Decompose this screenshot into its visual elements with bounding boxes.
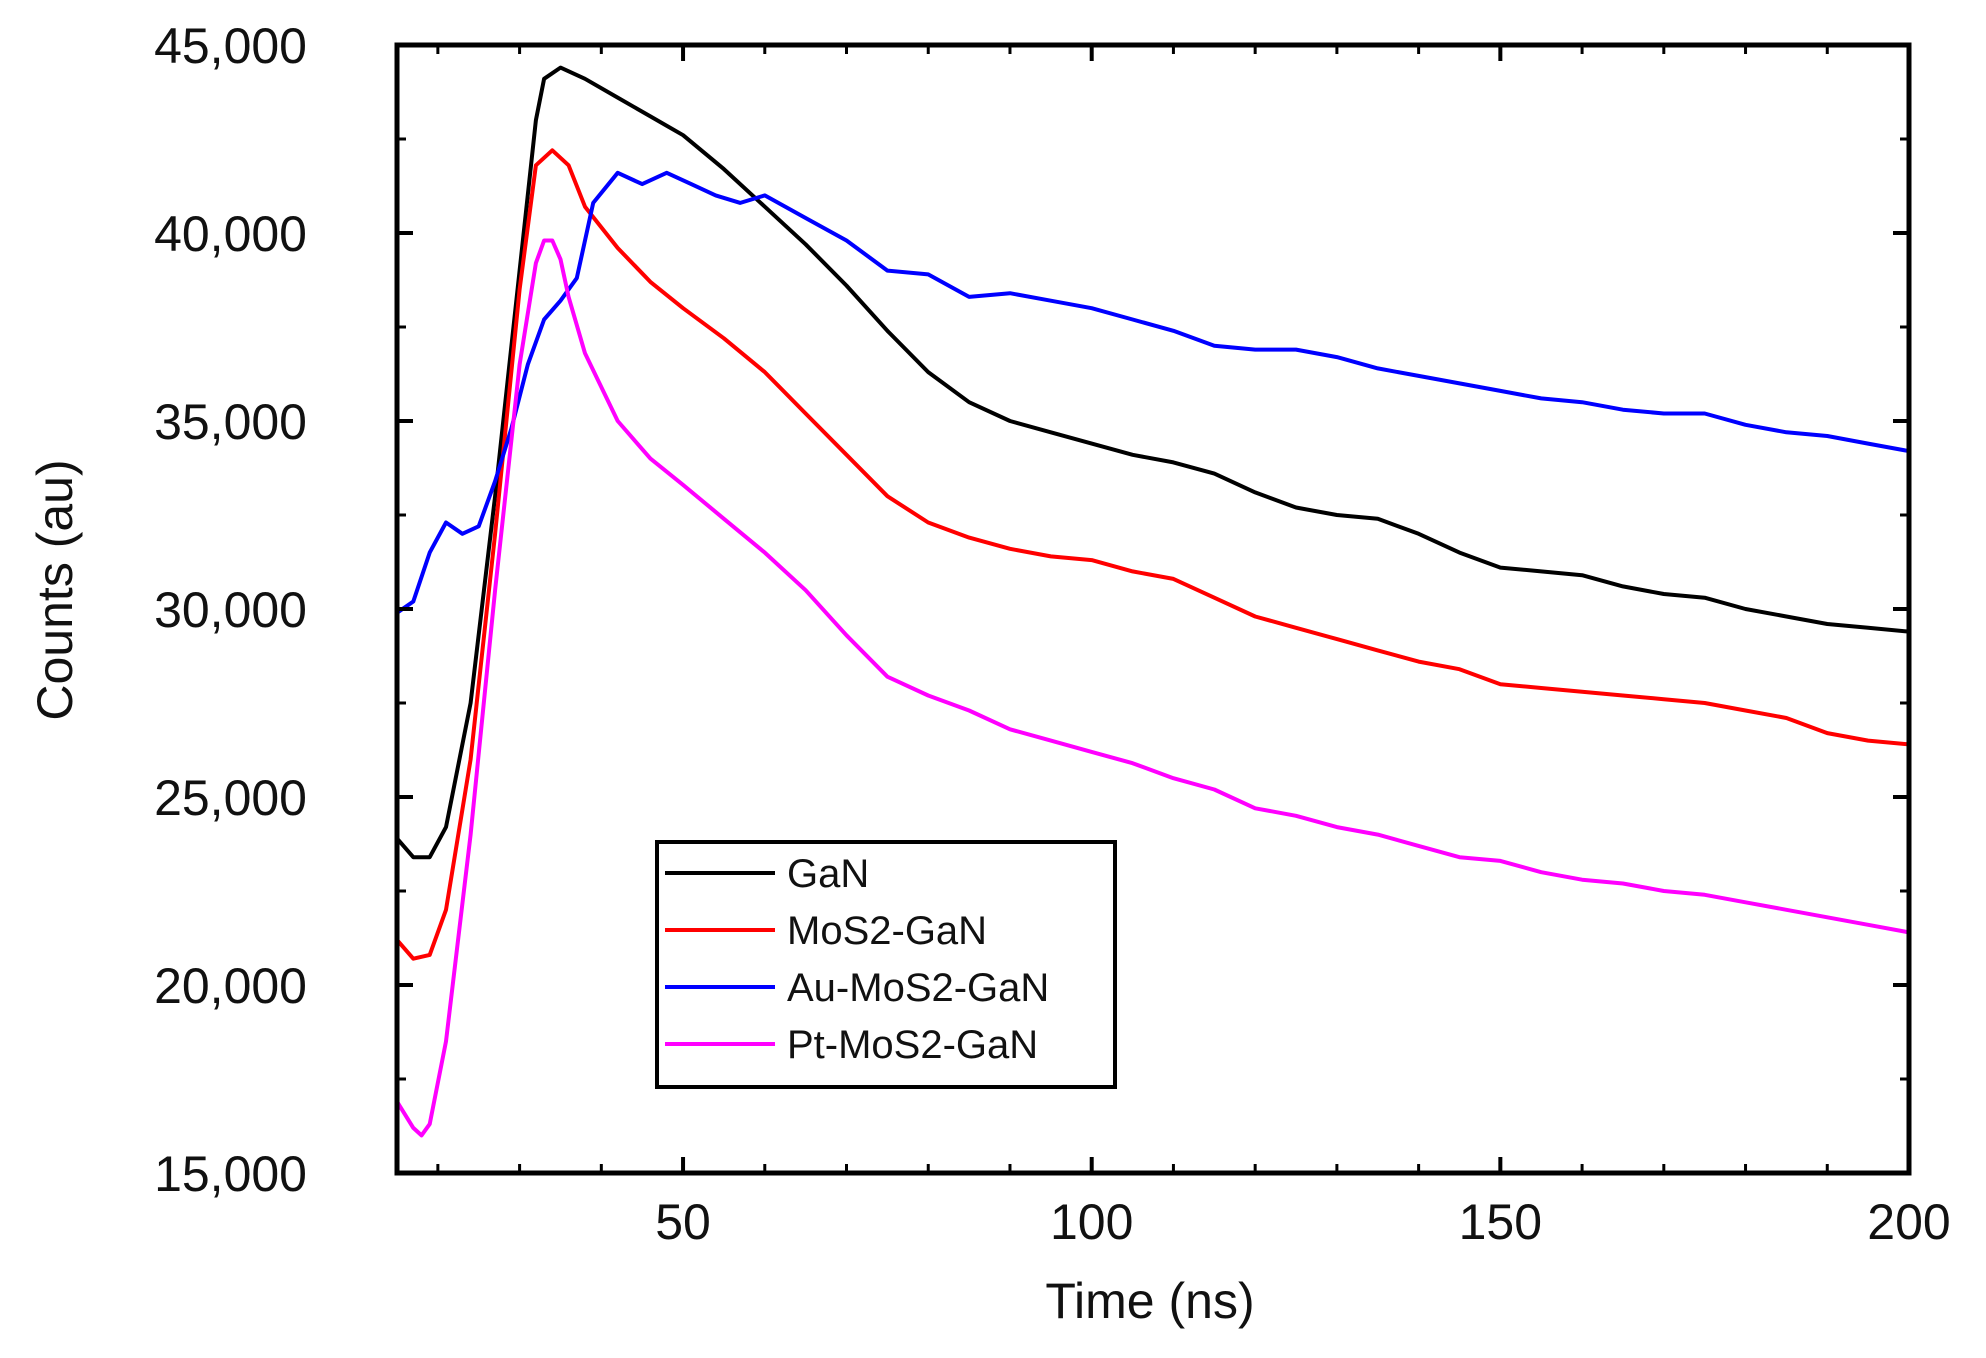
x-tick-label: 200 — [1867, 1194, 1950, 1250]
series-line-au-mos2-gan — [395, 170, 1911, 615]
x-tick-label: 50 — [655, 1194, 711, 1250]
legend-label: Au-MoS2-GaN — [787, 966, 1049, 1010]
x-tick-label: 100 — [1050, 1194, 1133, 1250]
tick-layer: 50 100 150 200 15,000 20,000 25,000 30,000 35,00… — [154, 18, 1951, 1250]
legend-label: GaN — [787, 852, 869, 896]
legend-label: Pt-MoS2-GaN — [787, 1023, 1038, 1067]
legend-label: MoS2-GaN — [787, 909, 987, 953]
legend-box — [655, 840, 1117, 1089]
y-tick-label: 15,000 — [154, 1146, 307, 1202]
series-line-gan — [395, 65, 1911, 860]
x-tick-label: 150 — [1459, 1194, 1542, 1250]
y-tick-label: 45,000 — [154, 18, 307, 74]
y-tick-label: 30,000 — [154, 582, 307, 638]
y-tick-label: 35,000 — [154, 394, 307, 450]
y-tick-label: 40,000 — [154, 206, 307, 262]
x-axis-title: Time (ns) — [1045, 1273, 1254, 1329]
y-tick-label: 25,000 — [154, 770, 307, 826]
series-layer — [395, 65, 1911, 1138]
y-tick-label: 20,000 — [154, 958, 307, 1014]
series-line-mos2-gan — [395, 148, 1911, 961]
legend: GaN MoS2-GaN Au-MoS2-GaN Pt-MoS2-GaN — [655, 840, 1117, 1089]
y-axis-title: Counts (au) — [27, 459, 83, 720]
series-line-pt-mos2-gan — [395, 238, 1911, 1138]
